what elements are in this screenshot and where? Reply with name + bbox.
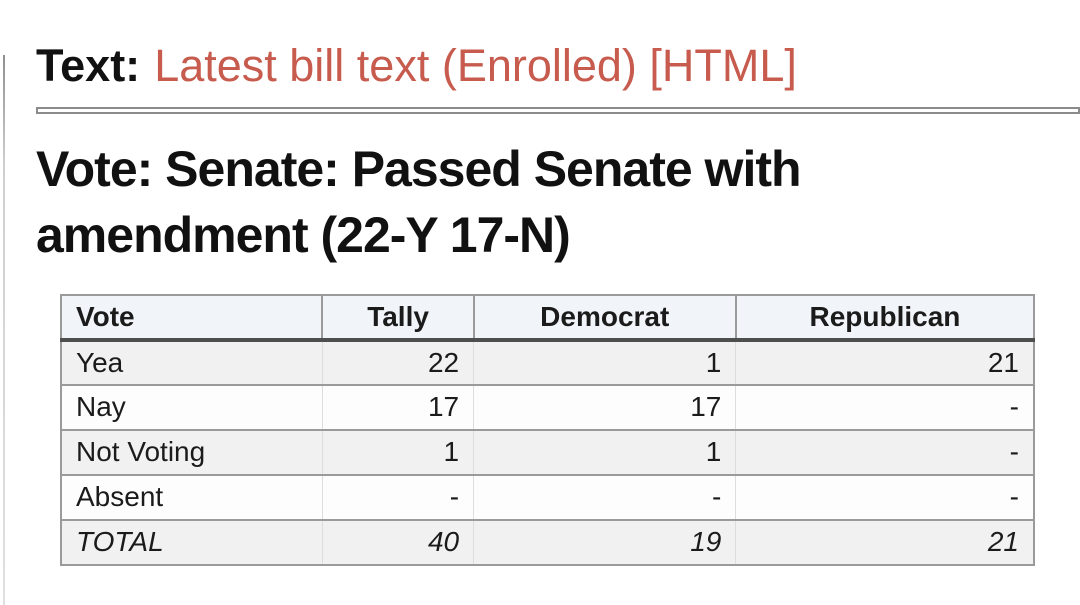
text-label: Text: [36,40,141,91]
cell-total-democrat: 19 [473,518,737,566]
cell-absent-label: Absent [59,473,323,521]
cell-total-label: TOTAL [59,518,323,566]
column-header-republican: Republican [734,293,1036,342]
vote-table-header-row: Vote Tally Democrat Republican [59,293,1036,342]
cell-not-voting-republican: - [735,428,1036,476]
cell-yea-tally: 22 [321,338,475,386]
column-header-tally: Tally [321,293,475,342]
table-row-not-voting: Not Voting 1 1 - [59,428,1036,476]
column-header-vote: Vote [59,293,324,342]
vote-table: Vote Tally Democrat Republican Yea 22 1 … [59,293,1036,566]
cell-nay-republican: - [735,383,1036,431]
horizontal-rule [36,106,1080,114]
cell-not-voting-tally: 1 [321,428,475,476]
cell-total-tally: 40 [321,518,475,566]
cell-not-voting-democrat: 1 [473,428,737,476]
cell-yea-label: Yea [59,338,323,386]
cell-yea-democrat: 1 [473,338,737,386]
cell-not-voting-label: Not Voting [59,428,323,476]
cell-nay-democrat: 17 [473,383,737,431]
left-edge-divider [3,55,5,605]
table-row-absent: Absent - - - [59,473,1036,521]
table-row-yea: Yea 22 1 21 [59,338,1036,386]
table-row-total: TOTAL 40 19 21 [59,518,1036,566]
cell-absent-republican: - [735,473,1036,521]
bill-text-line: Text: Latest bill text (Enrolled) [HTML] [36,0,1080,92]
column-header-democrat: Democrat [472,293,737,342]
cell-yea-republican: 21 [735,338,1036,386]
cell-nay-label: Nay [59,383,323,431]
cell-absent-democrat: - [473,473,737,521]
table-row-nay: Nay 17 17 - [59,383,1036,431]
cell-total-republican: 21 [735,518,1036,566]
bill-page-content: Text: Latest bill text (Enrolled) [HTML] … [36,0,1080,566]
cell-absent-tally: - [321,473,475,521]
cell-nay-tally: 17 [321,383,475,431]
latest-bill-text-link[interactable]: Latest bill text (Enrolled) [HTML] [154,40,797,91]
vote-heading: Vote: Senate: Passed Senate with amendme… [36,140,802,263]
